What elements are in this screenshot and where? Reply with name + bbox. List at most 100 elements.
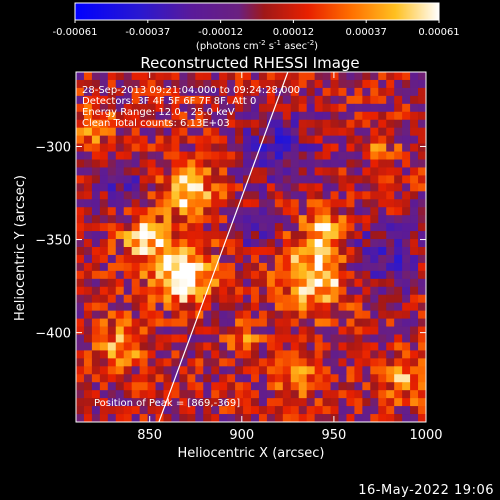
heatmap-cell [330, 398, 339, 407]
heatmap-cell [418, 215, 426, 224]
heatmap-cell [179, 247, 188, 256]
heatmap-cell [338, 79, 347, 89]
heatmap-cell [187, 167, 196, 176]
heatmap-cell [266, 151, 276, 160]
colorbar-unit-label: (photons cm-2 s-1 asec-2) [196, 39, 318, 52]
heatmap-cell [290, 159, 300, 168]
heatmap-cell [322, 223, 331, 232]
heatmap-cell [123, 366, 133, 375]
heatmap-cell [251, 286, 260, 296]
heatmap-cell [258, 119, 268, 129]
heatmap-cell [155, 103, 164, 113]
x-tick-label: 1000 [409, 428, 442, 443]
heatmap-cell [123, 406, 133, 415]
heatmap-cell [274, 239, 284, 248]
heatmap-cell [330, 103, 339, 113]
heatmap-cell [187, 334, 196, 343]
heatmap-cell [76, 199, 85, 208]
heatmap-cell [370, 254, 379, 264]
heatmap-cell [298, 95, 308, 105]
heatmap-cell [83, 239, 93, 248]
heatmap-cell [203, 239, 212, 248]
heatmap-cell [362, 342, 371, 351]
heatmap-cell [83, 310, 93, 319]
heatmap-cell [402, 278, 411, 288]
heatmap-cell [362, 366, 371, 375]
heatmap-cell [163, 374, 172, 383]
heatmap-cell [195, 159, 204, 168]
heatmap-cell [282, 167, 292, 176]
heatmap-cell [147, 103, 156, 113]
heatmap-cell [306, 302, 316, 312]
heatmap-cell [378, 254, 387, 264]
heatmap-cell [282, 135, 292, 144]
heatmap-cell [91, 294, 101, 304]
heatmap-cell [139, 358, 148, 367]
heatmap-cell [83, 262, 93, 272]
heatmap-cell [155, 366, 164, 375]
heatmap-cell [418, 151, 426, 160]
heatmap-cell [354, 406, 363, 415]
heatmap-cell [298, 175, 308, 184]
heatmap-cell [338, 207, 347, 216]
heatmap-cell [402, 390, 411, 399]
heatmap-cell [354, 175, 363, 184]
heatmap-cell [219, 350, 228, 359]
heatmap-cell [354, 111, 363, 121]
heatmap-cell [330, 334, 339, 343]
heatmap-cell [346, 262, 355, 272]
heatmap-cell [290, 127, 300, 137]
heatmap-cell [147, 135, 156, 144]
heatmap-cell [258, 167, 268, 176]
heatmap-cell [346, 119, 355, 129]
heatmap-cell [203, 103, 212, 113]
heatmap-cell [123, 199, 133, 208]
heatmap-cell [418, 294, 426, 304]
heatmap-cell [227, 111, 236, 121]
heatmap-cell [243, 151, 252, 160]
heatmap-cell [171, 167, 180, 176]
heatmap-cell [298, 278, 308, 288]
heatmap-cell [147, 342, 156, 351]
heatmap-cell [219, 119, 228, 129]
heatmap-cell [322, 95, 331, 105]
heatmap-cell [123, 254, 133, 264]
heatmap-cell [346, 342, 355, 351]
heatmap-cell [370, 350, 379, 359]
heatmap-cell [394, 239, 403, 248]
heatmap-cell [386, 231, 395, 240]
heatmap-cell [338, 143, 347, 152]
heatmap-cell [115, 119, 125, 129]
heatmap-cell [306, 119, 316, 129]
heatmap-cell [115, 382, 125, 391]
heatmap-cell [155, 175, 164, 184]
heatmap-cell [243, 143, 252, 152]
heatmap-cell [386, 72, 395, 81]
heatmap-cell [266, 334, 276, 343]
heatmap-cell [211, 215, 220, 224]
heatmap-cell [306, 239, 316, 248]
heatmap-cell [203, 342, 212, 351]
heatmap-cell [219, 254, 228, 264]
heatmap-cell [266, 278, 276, 288]
heatmap-cell [219, 143, 228, 152]
heatmap-cell [322, 143, 331, 152]
y-tick-label: −350 [35, 234, 71, 249]
heatmap-cell [211, 207, 220, 216]
heatmap-cell [115, 207, 125, 216]
heatmap-cell [235, 72, 244, 81]
heatmap-cell [338, 334, 347, 343]
heatmap-cell [227, 223, 236, 232]
heatmap-cell [187, 366, 196, 375]
heatmap-cell [251, 278, 260, 288]
heatmap-cell [418, 167, 426, 176]
heatmap-cell [235, 159, 244, 168]
heatmap-cell [131, 366, 141, 375]
heatmap-cell [418, 175, 426, 184]
heatmap-cell [290, 294, 300, 304]
heatmap-cell [179, 119, 188, 129]
heatmap-cell [107, 151, 117, 160]
heatmap-cell [163, 183, 172, 192]
heatmap-cell [123, 167, 133, 176]
heatmap-cell [91, 318, 101, 327]
